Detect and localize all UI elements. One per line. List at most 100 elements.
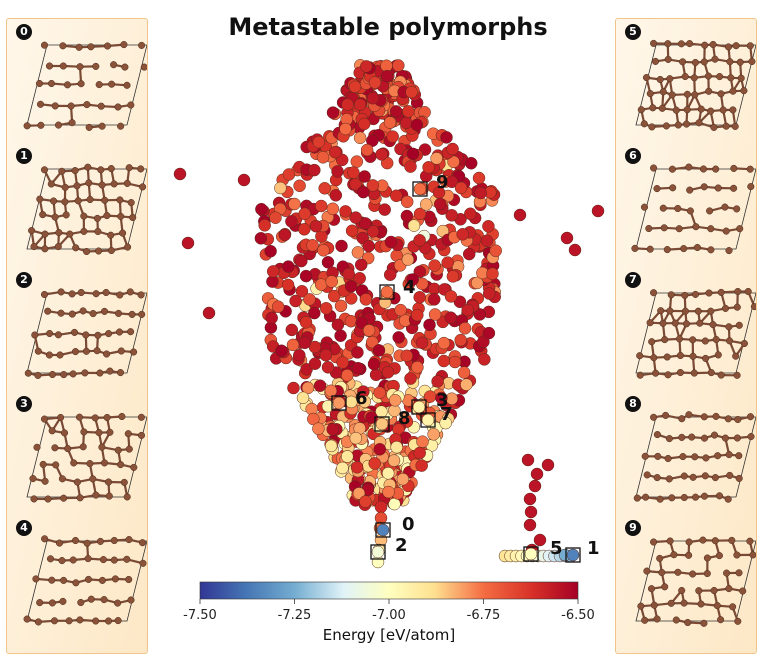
atom xyxy=(138,41,146,49)
atom xyxy=(691,91,699,99)
cloud-point xyxy=(288,197,301,211)
cloud-point xyxy=(360,143,374,157)
atom xyxy=(690,369,698,377)
atom xyxy=(664,55,672,63)
unit-cell xyxy=(635,168,756,250)
atom xyxy=(92,491,100,499)
atom xyxy=(86,195,94,204)
cloud-point xyxy=(308,357,322,370)
structure-6: 6 xyxy=(616,143,756,267)
cloud-point xyxy=(329,189,343,202)
highlight-label: 3 xyxy=(436,390,449,411)
cloud-point xyxy=(321,256,335,269)
cloud-point xyxy=(358,170,371,183)
structure-9: 9 xyxy=(616,515,756,639)
cloud-point xyxy=(444,290,458,303)
structure-badge: 0 xyxy=(16,24,32,40)
atom xyxy=(116,369,125,377)
cloud-point xyxy=(312,422,325,435)
atom xyxy=(139,183,147,191)
atom xyxy=(721,434,729,442)
cloud-point xyxy=(445,209,458,222)
atom xyxy=(74,197,82,205)
atom xyxy=(700,619,708,627)
atom xyxy=(734,415,742,424)
cloud-point xyxy=(489,244,502,257)
atom xyxy=(86,460,94,468)
atom xyxy=(685,551,693,559)
atom xyxy=(61,198,69,206)
atom xyxy=(662,411,670,419)
cloud-point xyxy=(351,346,364,359)
atom xyxy=(725,451,733,459)
atom xyxy=(676,368,684,377)
atom xyxy=(40,166,49,174)
atom xyxy=(642,493,650,501)
atom xyxy=(138,310,146,318)
atom xyxy=(75,413,84,421)
atom xyxy=(125,536,133,544)
cloud-point xyxy=(296,391,310,405)
highlighted-point-5 xyxy=(524,547,538,561)
atom xyxy=(711,55,719,63)
atom xyxy=(34,618,42,626)
structure-badge: 3 xyxy=(16,396,32,412)
atom xyxy=(672,616,680,624)
atom xyxy=(96,537,104,545)
cloud-point xyxy=(354,258,368,272)
cloud-point xyxy=(306,239,319,252)
atom xyxy=(98,181,106,189)
cloud-point xyxy=(366,335,379,349)
structure-badge: 6 xyxy=(625,148,641,164)
atom xyxy=(58,167,66,175)
cloud-point xyxy=(437,336,451,350)
atom xyxy=(39,460,47,468)
atom xyxy=(24,369,32,377)
atom xyxy=(137,291,145,299)
atom xyxy=(726,58,734,66)
atom xyxy=(681,307,689,315)
atom xyxy=(739,587,747,595)
highlight-label: 0 xyxy=(402,514,415,535)
cloud-point xyxy=(339,205,352,218)
atom xyxy=(657,307,665,315)
structure-badge: 7 xyxy=(625,272,641,288)
cloud-point xyxy=(373,443,387,456)
atom xyxy=(686,186,694,194)
atom xyxy=(728,536,736,544)
cloud-point xyxy=(347,166,360,179)
cloud-point xyxy=(299,316,313,329)
atom xyxy=(125,164,133,172)
cloud-point xyxy=(381,467,395,480)
atom xyxy=(653,615,661,623)
atom xyxy=(664,371,672,379)
atom xyxy=(710,431,719,439)
atom xyxy=(704,72,712,80)
atom xyxy=(104,617,113,625)
atom xyxy=(61,183,69,191)
highlight-label: 4 xyxy=(403,277,416,298)
atom xyxy=(55,229,63,237)
atom xyxy=(716,73,724,81)
atom xyxy=(678,586,686,595)
atom xyxy=(677,40,685,48)
cloud-point xyxy=(344,280,358,293)
atom xyxy=(668,165,676,173)
highlight-label: 7 xyxy=(440,404,453,425)
atom xyxy=(115,328,124,336)
cloud-point xyxy=(358,395,371,408)
cloud-point xyxy=(341,450,354,463)
atom xyxy=(709,321,717,329)
atom xyxy=(84,163,92,171)
structure-badge: 9 xyxy=(625,520,641,536)
structure-3: 3 xyxy=(7,391,147,515)
atom xyxy=(100,307,109,315)
stream-point xyxy=(374,500,388,514)
colorbar-tick-label: -7.00 xyxy=(372,608,406,623)
cloud-point xyxy=(568,243,582,257)
atom xyxy=(54,121,63,129)
cloud-point xyxy=(400,209,414,223)
cloud-point xyxy=(299,269,313,283)
atom xyxy=(722,122,730,130)
cloud-point xyxy=(289,294,302,308)
